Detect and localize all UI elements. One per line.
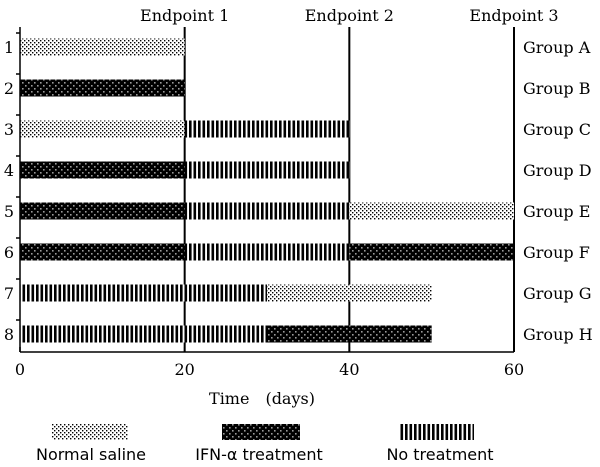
bar-segment-saline (349, 202, 514, 220)
bar-segment-ifn (20, 202, 185, 220)
legend-item: No treatment (386, 424, 494, 464)
legend-item: Normal saline (36, 424, 146, 464)
x-tick-label: 20 (174, 360, 194, 379)
group-label: Group A (523, 38, 591, 57)
row-index-label: 4 (4, 161, 14, 180)
group-row: 4 Group D (4, 155, 592, 180)
group-row: 3 Group C (4, 114, 591, 139)
group-label: Group F (523, 243, 590, 262)
bar-segment-saline (20, 120, 185, 138)
x-tick-label: 60 (504, 360, 524, 379)
row-index-label: 8 (4, 325, 14, 344)
bar-segment-none (20, 325, 267, 343)
x-axis: 0 20 40 60 Time (days) (15, 27, 524, 408)
bar-segment-none (184, 120, 350, 138)
x-tick-label: 0 (15, 360, 25, 379)
bar-segment-none (20, 284, 267, 302)
legend-label: No treatment (386, 445, 493, 464)
legend-swatch-none (400, 424, 474, 440)
legend-label: Normal saline (36, 445, 146, 464)
bar-segment-none (184, 161, 350, 179)
group-label: Group G (523, 284, 591, 303)
legend-swatch-saline (52, 424, 128, 440)
row-index-label: 6 (4, 243, 14, 262)
bar-segment-ifn (349, 243, 514, 261)
group-row: 1 Group A (4, 32, 591, 57)
endpoint-label: Endpoint 2 (305, 6, 394, 25)
group-label: Group E (523, 202, 590, 221)
row-index-label: 7 (4, 284, 14, 303)
x-tick-label: 40 (339, 360, 359, 379)
x-axis-label: Time (days) (209, 389, 315, 408)
endpoint-label: Endpoint 3 (469, 6, 558, 25)
bar-segment-none (184, 243, 350, 261)
group-label: Group H (523, 325, 593, 344)
bar-segment-saline (267, 284, 432, 302)
bar-segment-ifn (20, 243, 185, 261)
rows-layer: 1 Group A 2 Group B 3 Group C 4 Group D 5 Group E… (4, 32, 593, 344)
group-row: 5 Group E (4, 196, 590, 221)
row-index-label: 5 (4, 202, 14, 221)
endpoint-label: Endpoint 1 (140, 6, 229, 25)
group-row: 6 Group F (4, 237, 590, 262)
legend-item: IFN-α treatment (195, 424, 323, 464)
bar-segment-none (184, 202, 350, 220)
group-label: Group B (523, 79, 590, 98)
group-label: Group D (523, 161, 592, 180)
legend-swatch-ifn (222, 424, 300, 440)
group-row: 8 Group H (4, 319, 593, 344)
bar-segment-ifn (20, 161, 185, 179)
legend-label: IFN-α treatment (195, 445, 323, 464)
row-index-label: 3 (4, 120, 14, 139)
bar-segment-saline (20, 38, 185, 56)
group-row: 2 Group B (4, 73, 590, 98)
group-row: 7 Group G (4, 278, 591, 303)
legend: Normal saline IFN-α treatment No treatment (36, 424, 494, 464)
row-index-label: 1 (4, 38, 14, 57)
group-label: Group C (523, 120, 591, 139)
bar-segment-ifn (267, 325, 432, 343)
bar-segment-ifn (20, 79, 185, 97)
row-index-label: 2 (4, 79, 14, 98)
endpoint-layer: Endpoint 1 Endpoint 2 Endpoint 3 (140, 6, 559, 352)
